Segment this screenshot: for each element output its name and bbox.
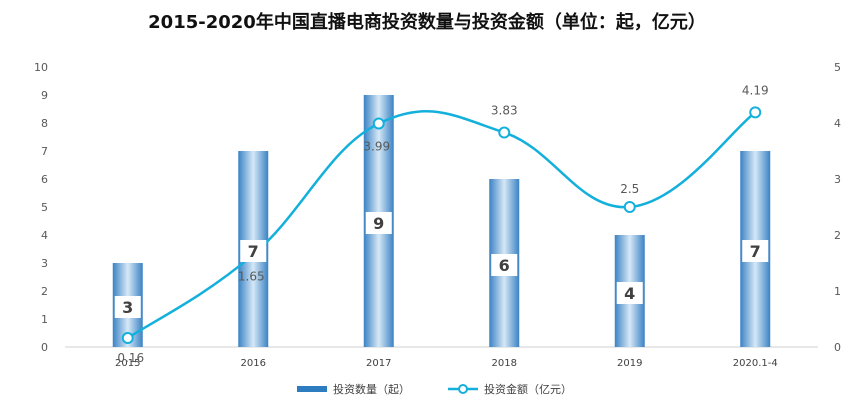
bar-label-bg: [616, 282, 643, 304]
line-point: [372, 117, 385, 130]
chart-title: 2015-2020年中国直播电商投资数量与投资金额（单位：起，亿元）: [148, 12, 706, 33]
x-tick-label: 2015: [115, 358, 140, 369]
y-left-tick-label: 6: [41, 173, 48, 186]
y-right-tick-label: 5: [834, 61, 841, 74]
axes: 0 1 2 3 4 5 6 7 8 9 10 0 1 2 3 4 5 2015 2016 2017 2018 2019 20…: [34, 61, 841, 369]
x-tick-label: 2018: [492, 358, 517, 369]
line-value-label: 3.83: [491, 104, 518, 118]
bar-value-label: 7: [248, 242, 259, 261]
line-value-label: 0.16: [117, 351, 144, 365]
y-right-tick-label: 4: [834, 117, 841, 130]
y-left-tick-label: 7: [41, 145, 48, 158]
x-tick-label: 2019: [617, 358, 642, 369]
bar-value-label: 9: [373, 214, 384, 233]
bar-value-label: 6: [499, 256, 510, 275]
legend-label-line: 投资金额（亿元）: [484, 382, 572, 396]
bar-label-bg: [240, 240, 267, 262]
bar-series: [112, 95, 771, 347]
line-series: [121, 106, 762, 345]
y-right-tick-label: 3: [834, 173, 841, 186]
line-point: [498, 126, 511, 139]
y-right-tick-label: 0: [834, 341, 841, 354]
y-left-tick-label: 10: [34, 61, 48, 74]
x-tick-label: 2017: [366, 358, 391, 369]
line-value-label: 4.19: [742, 83, 769, 97]
legend-label-bar: 投资数量（起）: [333, 382, 410, 396]
bar-label-bg: [114, 296, 141, 318]
y-left-tick-label: 4: [41, 229, 48, 242]
legend: 投资数量（起） 投资金额（亿元）: [297, 382, 572, 396]
x-tick-label: 2016: [241, 358, 266, 369]
y-left-tick-label: 8: [41, 117, 48, 130]
line-point: [749, 106, 762, 119]
y-left-tick-label: 0: [41, 341, 48, 354]
y-left-tick-label: 5: [41, 201, 48, 214]
line-value-label: 1.65: [238, 270, 265, 284]
y-right-tick-label: 1: [834, 285, 841, 298]
line-point: [121, 332, 134, 345]
bar-label-bg: [365, 212, 392, 234]
line-value-label: 3.99: [363, 140, 390, 154]
x-tick-label: 2020.1-4: [733, 358, 778, 369]
line-point: [623, 201, 636, 213]
bar-label-bg: [742, 240, 769, 262]
legend-swatch-marker: [458, 384, 468, 394]
y-left-tick-label: 3: [41, 257, 48, 270]
line-value-label: 2.5: [620, 182, 639, 196]
legend-swatch-bar: [297, 386, 327, 392]
bar-value-label: 3: [122, 298, 133, 317]
y-right-tick-label: 2: [834, 229, 841, 242]
bar-value-label: 7: [750, 242, 761, 261]
bar-label-bg: [491, 254, 518, 276]
data-labels: 3 7 9 6 4 7 0.16 1.65 3.99 3.83 2.5 4.19: [114, 83, 769, 365]
y-left-tick-label: 1: [41, 313, 48, 326]
y-left-tick-label: 9: [41, 89, 48, 102]
bar-value-label: 4: [624, 284, 635, 303]
y-left-tick-label: 2: [41, 285, 48, 298]
line-series-path: [127, 110, 757, 340]
